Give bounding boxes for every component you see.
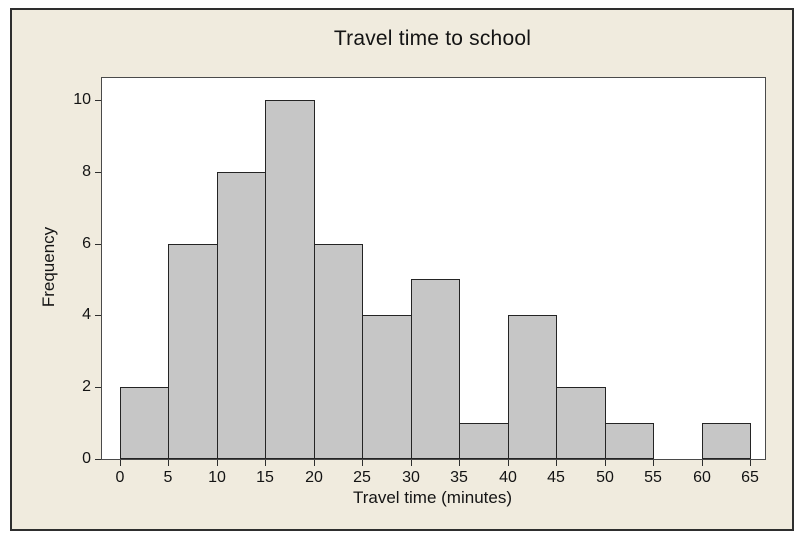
histogram-bar: [556, 387, 606, 459]
x-tick-mark: [168, 460, 169, 466]
x-tick-label: 60: [693, 469, 711, 486]
y-tick-label: 6: [82, 235, 91, 252]
histogram-bar: [702, 423, 751, 459]
x-tick-label: 0: [115, 469, 125, 486]
y-axis-label: Frequency: [39, 226, 58, 308]
histogram-bar: [605, 423, 654, 459]
x-tick-label: 55: [644, 469, 662, 486]
x-tick-mark: [265, 460, 266, 466]
x-tick-mark: [653, 460, 654, 466]
x-tick-label: 25: [353, 469, 371, 486]
x-tick-mark: [556, 460, 557, 466]
y-tick-mark: [95, 244, 101, 245]
x-tick-mark: [459, 460, 460, 466]
x-tick-mark: [508, 460, 509, 466]
y-tick-mark: [95, 387, 101, 388]
chart-canvas: Travel time to school 0 5 10 15 20 25 30 35 40 45…: [10, 8, 794, 531]
y-tick-mark: [95, 459, 101, 460]
x-tick-label: 50: [596, 469, 614, 486]
histogram-bar: [168, 244, 218, 459]
x-tick-mark: [750, 460, 751, 466]
histogram-bar: [120, 387, 169, 459]
histogram-bar: [508, 315, 557, 459]
histogram-bar: [459, 423, 509, 459]
y-tick-label: 2: [82, 378, 91, 395]
y-tick-label: 8: [82, 163, 91, 180]
x-tick-mark: [314, 460, 315, 466]
histogram-bar: [362, 315, 412, 459]
histogram-bar: [217, 172, 266, 459]
chart-title: Travel time to school: [333, 27, 532, 50]
x-tick-mark: [605, 460, 606, 466]
x-tick-mark: [411, 460, 412, 466]
histogram-bar: [314, 244, 363, 459]
x-tick-label: 65: [741, 469, 759, 486]
x-tick-label: 5: [163, 469, 173, 486]
plot-area: 0 5 10 15 20 25 30 35 40 45 50 55 60 65 0 2 4 6 8 10: [73, 77, 766, 486]
y-tick-label: 4: [82, 306, 91, 323]
x-tick-mark: [702, 460, 703, 466]
x-tick-label: 40: [499, 469, 517, 486]
y-tick-mark: [95, 100, 101, 101]
y-tick-mark: [95, 172, 101, 173]
y-tick-mark: [95, 315, 101, 316]
y-tick-label: 0: [82, 450, 91, 467]
x-tick-mark: [217, 460, 218, 466]
x-tick-label: 10: [208, 469, 226, 486]
x-tick-label: 20: [305, 469, 323, 486]
histogram-bar: [265, 100, 315, 459]
x-tick-label: 15: [256, 469, 274, 486]
x-tick-label: 30: [402, 469, 420, 486]
x-tick-label: 45: [547, 469, 565, 486]
y-tick-label: 10: [73, 91, 91, 108]
x-tick-label: 35: [450, 469, 468, 486]
x-tick-mark: [362, 460, 363, 466]
histogram-bar: [411, 279, 460, 459]
x-tick-mark: [120, 460, 121, 466]
x-axis-label: Travel time (minutes): [352, 488, 512, 507]
